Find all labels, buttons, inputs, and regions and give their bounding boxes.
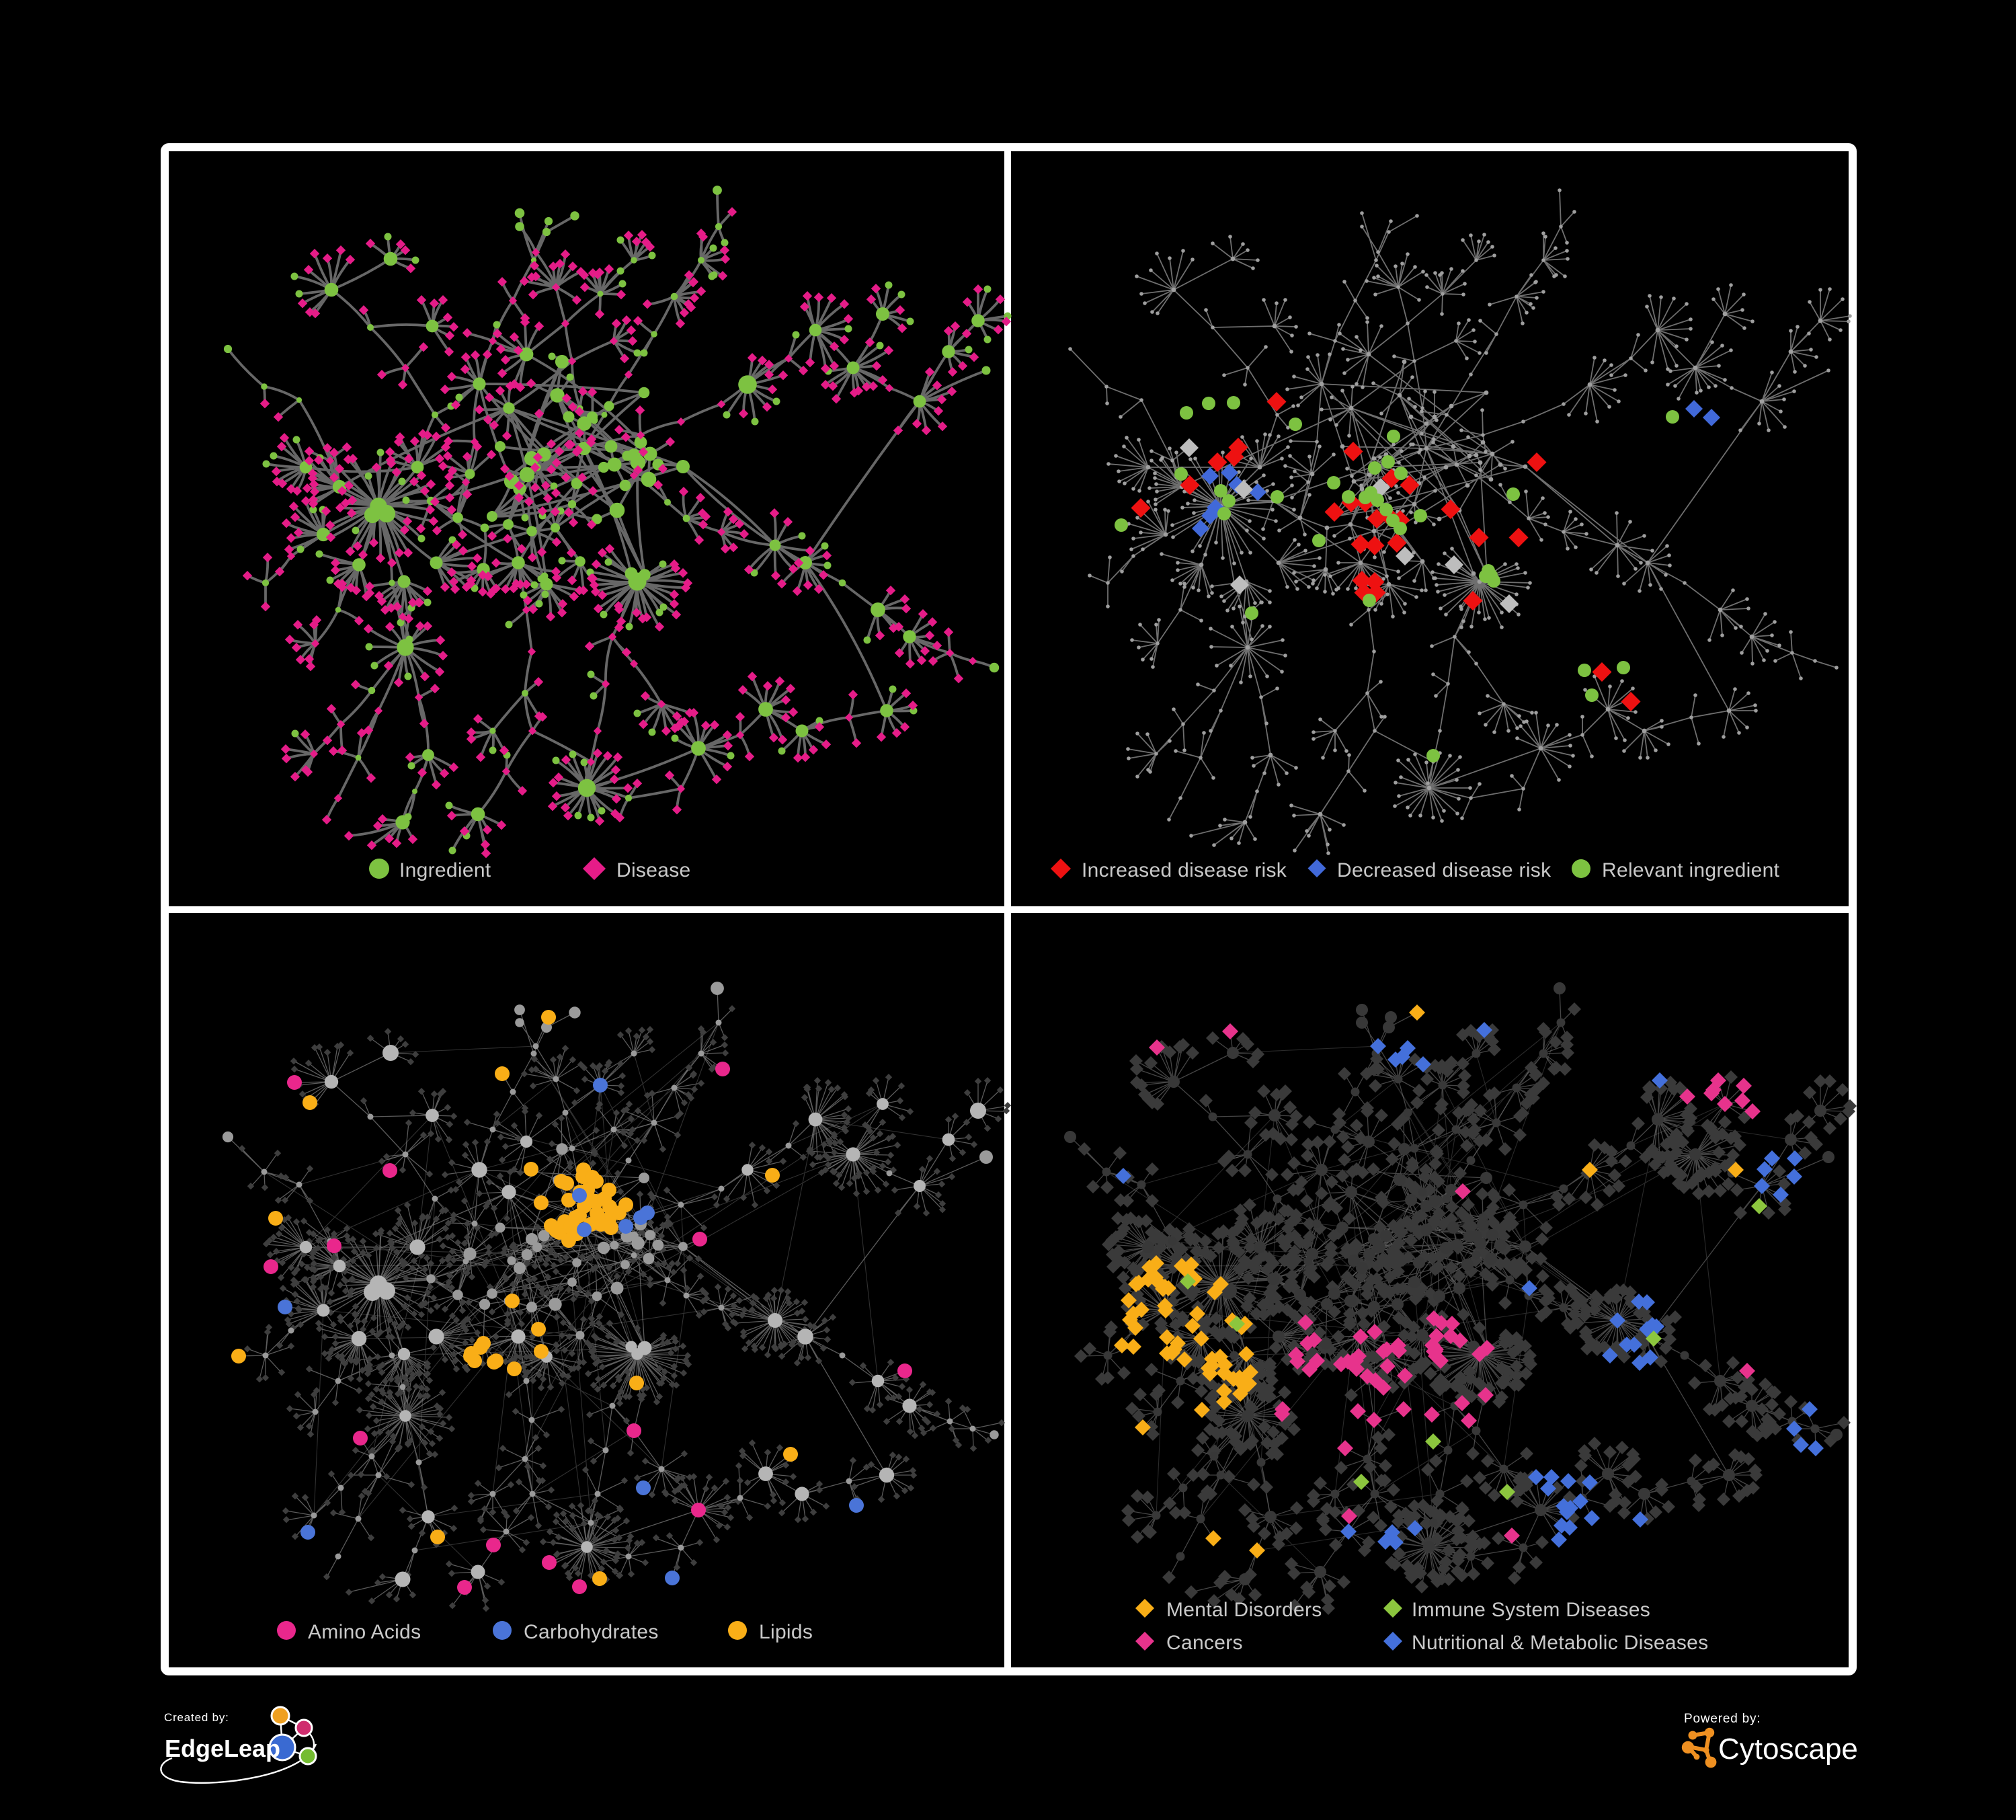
svg-text:Ingredient: Ingredient [399,859,491,881]
svg-text:Mental Disorders: Mental Disorders [1166,1599,1322,1621]
svg-text:Increased disease risk: Increased disease risk [1082,859,1287,881]
svg-text:Immune System Diseases: Immune System Diseases [1412,1599,1650,1621]
svg-text:Carbohydrates: Carbohydrates [524,1621,659,1643]
svg-text:Relevant ingredient: Relevant ingredient [1602,859,1780,881]
svg-text:Disease: Disease [616,859,690,881]
svg-text:Decreased disease risk: Decreased disease risk [1337,859,1551,881]
svg-text:Powered by:: Powered by: [1684,1712,1761,1726]
svg-text:Lipids: Lipids [759,1621,813,1643]
svg-text:Cytoscape: Cytoscape [1718,1733,1858,1766]
svg-text:Amino Acids: Amino Acids [308,1621,421,1643]
svg-text:EdgeLeap: EdgeLeap [165,1735,280,1762]
svg-text:Nutritional & Metabolic Diseas: Nutritional & Metabolic Diseases [1412,1632,1708,1654]
svg-text:Cancers: Cancers [1166,1632,1243,1654]
svg-text:Created by:: Created by: [164,1711,229,1724]
